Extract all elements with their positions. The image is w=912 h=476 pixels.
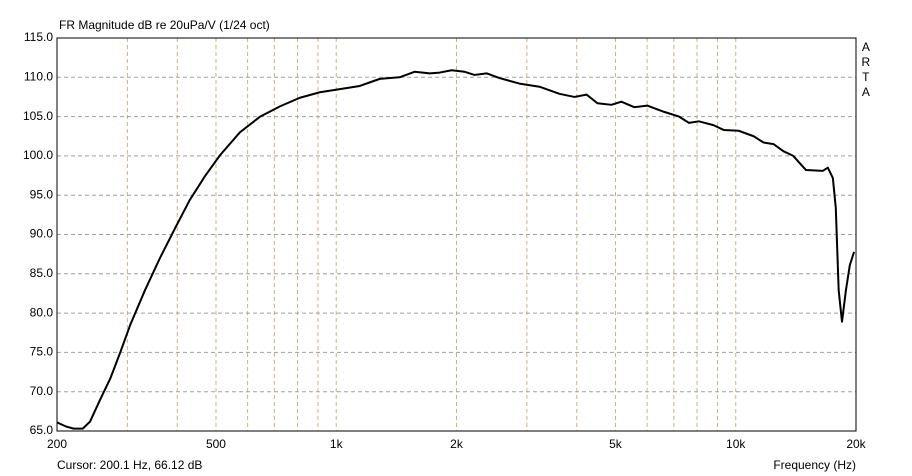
- x-tick-label: 2k: [450, 437, 464, 451]
- x-tick-label: 200: [47, 437, 67, 451]
- logo: ARTA: [859, 40, 873, 100]
- x-tick-label: 5k: [609, 437, 623, 451]
- y-tick-label: 95.0: [30, 187, 54, 201]
- y-tick-label: 110.0: [24, 69, 53, 83]
- y-tick-label: 65.0: [30, 423, 54, 437]
- x-tick-label: 1k: [330, 437, 344, 451]
- x-tick-label: 10k: [726, 437, 746, 451]
- y-tick-label: 75.0: [30, 345, 54, 359]
- x-tick-label: 20k: [846, 437, 866, 451]
- y-tick-label: 100.0: [23, 148, 53, 162]
- y-tick-label: 85.0: [30, 266, 54, 280]
- plot-frame: [56, 37, 857, 432]
- cursor-readout: Cursor: 200.1 Hz, 66.12 dB: [57, 458, 202, 472]
- x-axis-label: Frequency (Hz): [773, 458, 856, 472]
- y-tick-label: 80.0: [30, 305, 54, 319]
- response-curve: [56, 69, 856, 430]
- y-tick-label: 70.0: [30, 384, 54, 398]
- x-tick-label: 500: [206, 437, 226, 451]
- chart-title: FR Magnitude dB re 20uPa/V (1/24 oct): [59, 18, 270, 32]
- y-tick-label: 90.0: [30, 227, 54, 241]
- y-tick-label: 105.0: [23, 109, 53, 123]
- y-tick-label: 115.0: [24, 30, 53, 44]
